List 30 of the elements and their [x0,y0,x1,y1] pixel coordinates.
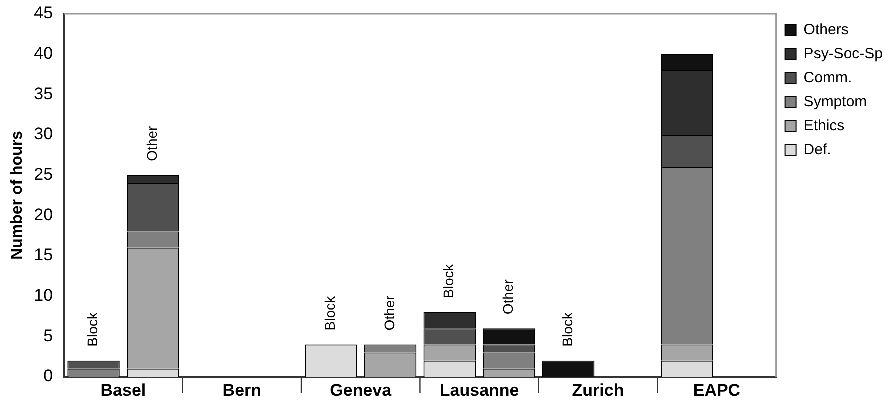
x-tick-label: Basel [100,381,146,400]
y-tick-label: 45 [34,4,54,23]
y-tick-label: 35 [34,84,54,104]
x-tick-label: Lausanne [440,381,520,400]
y-tick-label: 25 [34,165,54,184]
legend-label: Psy-Soc-Sp [804,46,884,63]
annotation: Block [84,312,101,347]
legend-label: Comm. [804,70,852,87]
annotation: Other [500,279,516,315]
legend-label: Def. [804,142,832,159]
y-tick-label: 40 [34,44,54,64]
y-tick-label: 20 [34,205,54,224]
x-tick-label: Geneva [330,381,392,400]
legend-label: Ethics [804,118,845,135]
y-tick-label: 30 [34,124,54,144]
x-tick-label: Zurich [572,381,624,400]
y-axis-title: Number of hours [9,130,26,260]
x-tick-label: Bern [222,381,262,400]
annotation: Block [440,263,457,298]
y-tick-label: 0 [44,366,54,386]
y-tick-label: 5 [44,326,54,346]
annotation: Other [381,295,398,331]
legend-label: Others [804,22,849,39]
x-tick-label: EAPC [693,381,741,400]
legend-label: Symptom [804,94,868,111]
annotation: Other [144,126,160,162]
y-tick-label: 15 [34,246,54,265]
y-tick-label: 10 [34,286,54,306]
annotation: Block [322,296,338,331]
annotation: Block [559,312,576,347]
